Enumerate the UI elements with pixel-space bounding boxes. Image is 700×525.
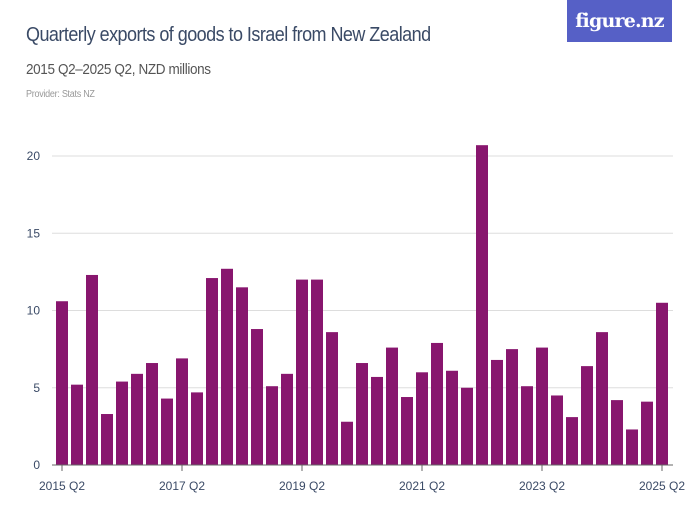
bar-2020-Q3 bbox=[371, 376, 383, 465]
chart-subtitle: 2015 Q2–2025 Q2, NZD millions bbox=[26, 61, 211, 78]
bar-2021-Q4 bbox=[446, 370, 458, 465]
bar-2020-Q2 bbox=[356, 363, 368, 465]
y-tick-label: 0 bbox=[33, 458, 40, 472]
logo-text: figure.nz bbox=[575, 10, 664, 32]
bar-2021-Q2 bbox=[416, 372, 428, 465]
figure-nz-logo[interactable]: figure.nz bbox=[567, 0, 672, 42]
bar-2024-Q2 bbox=[596, 332, 608, 465]
bar-2024-Q1 bbox=[581, 366, 593, 465]
bar-2021-Q3 bbox=[431, 342, 443, 465]
bar-2019-Q4 bbox=[326, 332, 338, 465]
bar-2022-Q3 bbox=[491, 359, 503, 465]
bar-2024-Q3 bbox=[611, 400, 623, 465]
bar-2016-Q2 bbox=[116, 381, 128, 465]
bar-2017-Q2 bbox=[176, 358, 188, 465]
bar-2023-Q4 bbox=[566, 417, 578, 465]
bar-2018-Q4 bbox=[266, 386, 278, 465]
x-tick-label: 2015 Q2 bbox=[39, 479, 85, 493]
bar-2016-Q3 bbox=[131, 373, 143, 465]
bar-2016-Q4 bbox=[146, 363, 158, 465]
bar-2019-Q3 bbox=[311, 279, 323, 465]
bar-2022-Q2 bbox=[476, 145, 488, 465]
bar-2022-Q1 bbox=[461, 387, 473, 465]
bar-2018-Q3 bbox=[251, 329, 263, 465]
chart-title: Quarterly exports of goods to Israel fro… bbox=[26, 24, 431, 46]
x-tick-label: 2025 Q2 bbox=[639, 479, 685, 493]
bar-2019-Q1 bbox=[281, 373, 293, 465]
y-tick-label: 5 bbox=[33, 381, 40, 395]
bar-2017-Q4 bbox=[206, 278, 218, 465]
x-tick-label: 2023 Q2 bbox=[519, 479, 565, 493]
bar-2020-Q4 bbox=[386, 347, 398, 465]
y-tick-label: 15 bbox=[27, 226, 41, 240]
bar-2015-Q2 bbox=[56, 301, 68, 465]
y-tick-label: 10 bbox=[27, 304, 41, 318]
provider-label: Provider: Stats NZ bbox=[26, 89, 95, 100]
bar-2022-Q4 bbox=[506, 349, 518, 465]
bar-2017-Q1 bbox=[161, 398, 173, 465]
bar-2015-Q4 bbox=[86, 274, 98, 465]
bar-2023-Q3 bbox=[551, 395, 563, 465]
bar-2018-Q1 bbox=[221, 268, 233, 465]
bar-2018-Q2 bbox=[236, 287, 248, 465]
bar-2024-Q4 bbox=[626, 429, 638, 465]
x-tick-label: 2019 Q2 bbox=[279, 479, 325, 493]
bar-2025-Q1 bbox=[641, 401, 653, 465]
bar-2025-Q2 bbox=[656, 302, 668, 465]
x-tick-label: 2021 Q2 bbox=[399, 479, 445, 493]
x-tick-label: 2017 Q2 bbox=[159, 479, 205, 493]
bar-2021-Q1 bbox=[401, 397, 413, 465]
bar-2023-Q2 bbox=[536, 347, 548, 465]
bar-2017-Q3 bbox=[191, 392, 203, 465]
bar-2016-Q1 bbox=[101, 414, 113, 465]
bar-2023-Q1 bbox=[521, 386, 533, 465]
y-tick-label: 20 bbox=[27, 149, 41, 163]
bar-2020-Q1 bbox=[341, 421, 353, 465]
bar-2019-Q2 bbox=[296, 279, 308, 465]
bar-2015-Q3 bbox=[71, 384, 83, 465]
